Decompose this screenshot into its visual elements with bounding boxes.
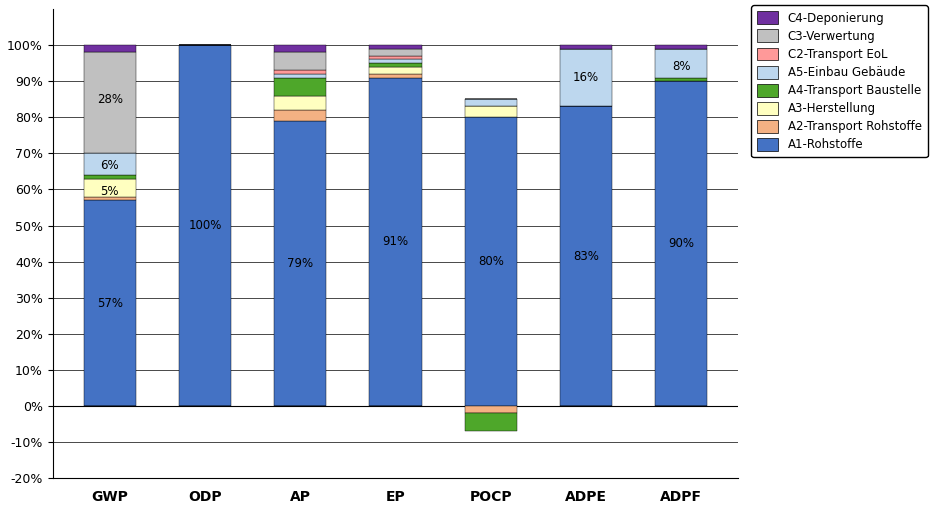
Bar bbox=[560, 106, 612, 406]
Bar bbox=[179, 45, 231, 406]
Bar bbox=[560, 45, 612, 49]
Bar bbox=[655, 78, 708, 81]
Bar bbox=[83, 197, 136, 200]
Text: 100%: 100% bbox=[188, 219, 222, 232]
Bar bbox=[465, 413, 517, 431]
Bar bbox=[369, 78, 422, 406]
Bar bbox=[83, 175, 136, 179]
Text: 80%: 80% bbox=[478, 255, 504, 268]
Bar bbox=[369, 74, 422, 78]
Bar bbox=[83, 153, 136, 175]
Bar bbox=[655, 81, 708, 406]
Text: 91%: 91% bbox=[382, 235, 409, 248]
Legend: C4-Deponierung, C3-Verwertung, C2-Transport EoL, A5-Einbau Gebäude, A4-Transport: C4-Deponierung, C3-Verwertung, C2-Transp… bbox=[751, 6, 928, 157]
Text: 57%: 57% bbox=[96, 297, 122, 310]
Bar bbox=[274, 96, 326, 110]
Bar bbox=[655, 49, 708, 78]
Bar bbox=[369, 59, 422, 63]
Text: 79%: 79% bbox=[287, 257, 313, 270]
Bar bbox=[83, 200, 136, 406]
Text: 8%: 8% bbox=[672, 60, 691, 73]
Bar bbox=[465, 99, 517, 106]
Text: 5%: 5% bbox=[100, 185, 119, 198]
Bar bbox=[369, 63, 422, 66]
Bar bbox=[83, 45, 136, 52]
Text: 16%: 16% bbox=[573, 71, 599, 84]
Bar bbox=[274, 121, 326, 406]
Bar bbox=[83, 179, 136, 197]
Text: 90%: 90% bbox=[669, 237, 695, 250]
Bar bbox=[465, 406, 517, 413]
Bar bbox=[274, 71, 326, 74]
Bar bbox=[560, 49, 612, 106]
Bar bbox=[274, 52, 326, 71]
Bar bbox=[465, 117, 517, 406]
Bar bbox=[274, 78, 326, 96]
Bar bbox=[274, 45, 326, 52]
Bar bbox=[465, 106, 517, 117]
Bar bbox=[369, 56, 422, 59]
Bar bbox=[274, 74, 326, 78]
Bar bbox=[274, 110, 326, 121]
Bar bbox=[655, 45, 708, 49]
Text: 83%: 83% bbox=[573, 250, 599, 263]
Text: 28%: 28% bbox=[96, 92, 122, 106]
Bar bbox=[369, 66, 422, 74]
Bar bbox=[369, 49, 422, 56]
Text: 6%: 6% bbox=[100, 159, 119, 172]
Bar bbox=[83, 52, 136, 153]
Bar bbox=[369, 45, 422, 49]
